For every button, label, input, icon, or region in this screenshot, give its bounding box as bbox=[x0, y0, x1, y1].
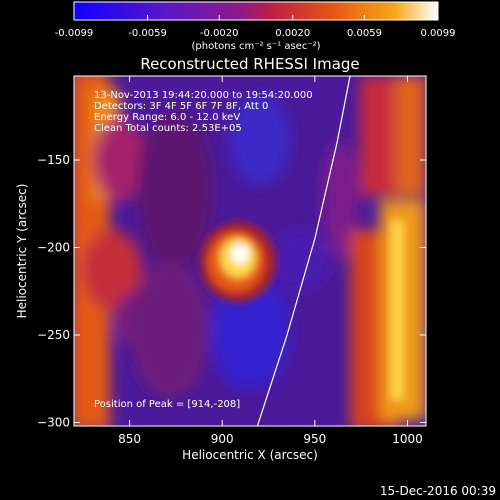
colorbar-tick-label: -0.0020 bbox=[200, 28, 239, 39]
colorbar-ticks: -0.0099 -0.0059 -0.0020 0.0020 0.0059 0.0099 bbox=[55, 15, 456, 39]
colorbar-tick-label: -0.0059 bbox=[128, 28, 167, 39]
x-axis-label: Heliocentric X (arcsec) bbox=[182, 448, 318, 462]
y-tick-label: −200 bbox=[37, 241, 70, 255]
annotation-clean: Clean Total counts: 2.53E+05 bbox=[94, 123, 242, 134]
colorbar-units: (photons cm⁻² s⁻¹ asec⁻²) bbox=[191, 41, 320, 52]
chart-title: Reconstructed RHESSI Image bbox=[140, 55, 359, 73]
y-axis-label: Heliocentric Y (arcsec) bbox=[15, 184, 29, 319]
colorbar-gradient bbox=[74, 2, 438, 20]
x-tick-label: 950 bbox=[303, 432, 326, 446]
x-tick-label: 1000 bbox=[392, 432, 423, 446]
colorbar-tick-label: 0.0099 bbox=[421, 28, 456, 39]
colorbar-frame bbox=[73, 1, 439, 21]
plot-frame bbox=[73, 75, 427, 427]
x-axis: 850 900 950 1000 bbox=[118, 76, 423, 446]
y-tick-label: −250 bbox=[37, 328, 70, 342]
y-tick-label: −150 bbox=[37, 153, 70, 167]
annotation-detectors: Detectors: 3F 4F 5F 6F 7F 8F, Att 0 bbox=[94, 101, 268, 112]
y-axis: −150 −200 −250 −300 bbox=[37, 153, 426, 430]
colorbar-tick-label: 0.0020 bbox=[275, 28, 310, 39]
y-tick-label: −300 bbox=[37, 416, 70, 430]
x-tick-label: 900 bbox=[211, 432, 234, 446]
x-tick-label: 850 bbox=[118, 432, 141, 446]
observation-annotations: 13-Nov-2013 19:44:20.000 to 19:54:20.000… bbox=[94, 90, 313, 134]
peak-position-label: Position of Peak = [914,-208] bbox=[94, 399, 240, 410]
colorbar: -0.0099 -0.0059 -0.0020 0.0020 0.0059 0.0099 … bbox=[55, 1, 456, 52]
colorbar-tick-label: 0.0059 bbox=[347, 28, 382, 39]
heatmap bbox=[74, 76, 426, 426]
solar-limb-curve bbox=[256, 76, 351, 426]
footer-date: 15-Dec-2016 00:39 bbox=[380, 484, 496, 498]
colorbar-tick-label: -0.0099 bbox=[55, 28, 94, 39]
annotation-time: 13-Nov-2013 19:44:20.000 to 19:54:20.000 bbox=[94, 90, 313, 101]
annotation-energy: Energy Range: 6.0 - 12.0 keV bbox=[94, 112, 240, 123]
